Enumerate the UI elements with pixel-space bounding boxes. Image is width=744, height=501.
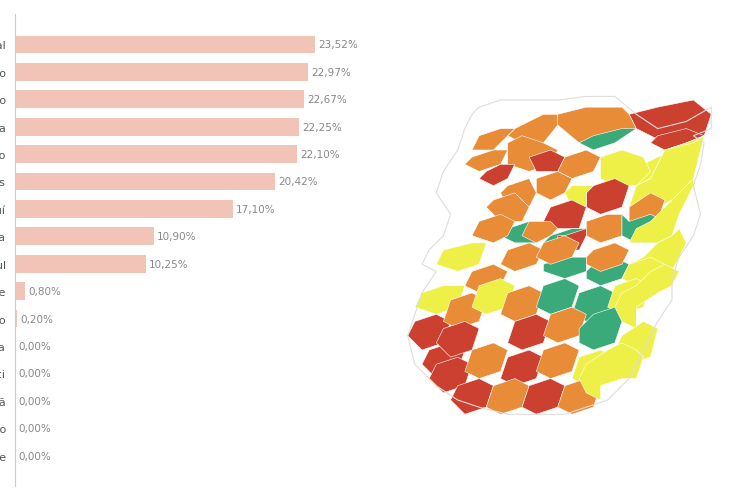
Bar xyxy=(15,146,297,164)
Text: 10,90%: 10,90% xyxy=(157,232,196,242)
Polygon shape xyxy=(543,308,586,343)
Polygon shape xyxy=(629,136,704,222)
Polygon shape xyxy=(422,343,465,379)
Polygon shape xyxy=(543,229,586,250)
Polygon shape xyxy=(465,265,507,293)
Polygon shape xyxy=(572,286,615,322)
Polygon shape xyxy=(565,186,594,208)
Polygon shape xyxy=(465,343,507,379)
Polygon shape xyxy=(586,215,622,243)
Polygon shape xyxy=(501,243,543,272)
Polygon shape xyxy=(629,179,693,243)
Text: 0,00%: 0,00% xyxy=(18,451,51,460)
Polygon shape xyxy=(415,286,465,315)
Polygon shape xyxy=(586,258,629,286)
Polygon shape xyxy=(536,236,579,265)
Polygon shape xyxy=(622,215,665,243)
Bar xyxy=(15,228,154,245)
Polygon shape xyxy=(600,151,650,186)
Polygon shape xyxy=(608,279,650,315)
Polygon shape xyxy=(501,286,543,322)
Polygon shape xyxy=(436,243,487,272)
Polygon shape xyxy=(629,101,711,144)
Polygon shape xyxy=(579,308,622,350)
Text: 22,10%: 22,10% xyxy=(300,150,339,160)
Bar xyxy=(15,256,146,273)
Bar xyxy=(15,173,275,191)
Polygon shape xyxy=(650,129,704,151)
Bar xyxy=(15,310,17,328)
Polygon shape xyxy=(436,322,479,357)
Polygon shape xyxy=(501,179,536,208)
Polygon shape xyxy=(558,108,636,144)
Polygon shape xyxy=(622,229,686,286)
Text: 20,42%: 20,42% xyxy=(278,177,318,187)
Polygon shape xyxy=(536,172,572,200)
Polygon shape xyxy=(465,151,507,172)
Text: 0,00%: 0,00% xyxy=(18,396,51,406)
Text: 22,25%: 22,25% xyxy=(302,122,341,132)
Polygon shape xyxy=(507,136,558,172)
Polygon shape xyxy=(501,350,543,386)
Polygon shape xyxy=(615,322,658,365)
Polygon shape xyxy=(472,215,515,243)
Polygon shape xyxy=(487,379,529,414)
Text: 22,67%: 22,67% xyxy=(307,95,347,105)
Text: 0,20%: 0,20% xyxy=(21,314,54,324)
Polygon shape xyxy=(451,379,493,414)
Polygon shape xyxy=(629,193,665,229)
Polygon shape xyxy=(622,136,704,186)
Bar xyxy=(15,91,304,109)
Text: 22,97%: 22,97% xyxy=(311,68,350,78)
Polygon shape xyxy=(586,243,629,272)
Text: 10,25%: 10,25% xyxy=(149,259,188,269)
Polygon shape xyxy=(429,357,472,393)
Polygon shape xyxy=(579,129,636,151)
Polygon shape xyxy=(558,379,600,414)
Polygon shape xyxy=(579,343,644,400)
Text: 0,80%: 0,80% xyxy=(28,287,61,297)
Polygon shape xyxy=(558,229,586,250)
Text: 0,00%: 0,00% xyxy=(18,341,51,351)
Polygon shape xyxy=(558,151,600,179)
Polygon shape xyxy=(408,315,451,350)
Bar xyxy=(15,64,308,82)
Polygon shape xyxy=(501,222,543,243)
Polygon shape xyxy=(543,258,586,279)
Polygon shape xyxy=(615,265,679,329)
Polygon shape xyxy=(572,350,615,386)
Text: 0,00%: 0,00% xyxy=(18,423,51,433)
Text: 23,52%: 23,52% xyxy=(318,41,358,50)
Polygon shape xyxy=(507,315,551,350)
Polygon shape xyxy=(522,379,565,414)
Polygon shape xyxy=(487,193,529,222)
Text: 17,10%: 17,10% xyxy=(236,204,276,214)
Polygon shape xyxy=(472,279,515,315)
Polygon shape xyxy=(522,222,558,243)
Polygon shape xyxy=(507,115,558,144)
Polygon shape xyxy=(536,343,579,379)
Polygon shape xyxy=(479,165,515,186)
Polygon shape xyxy=(443,293,487,329)
Polygon shape xyxy=(472,129,515,151)
Bar xyxy=(15,37,315,54)
Bar xyxy=(15,283,25,301)
Bar xyxy=(15,119,298,136)
Polygon shape xyxy=(586,179,629,215)
Bar xyxy=(15,200,233,218)
Polygon shape xyxy=(536,279,579,315)
Polygon shape xyxy=(529,151,565,172)
Polygon shape xyxy=(622,258,665,286)
Polygon shape xyxy=(543,200,586,229)
Text: 0,00%: 0,00% xyxy=(18,369,51,379)
